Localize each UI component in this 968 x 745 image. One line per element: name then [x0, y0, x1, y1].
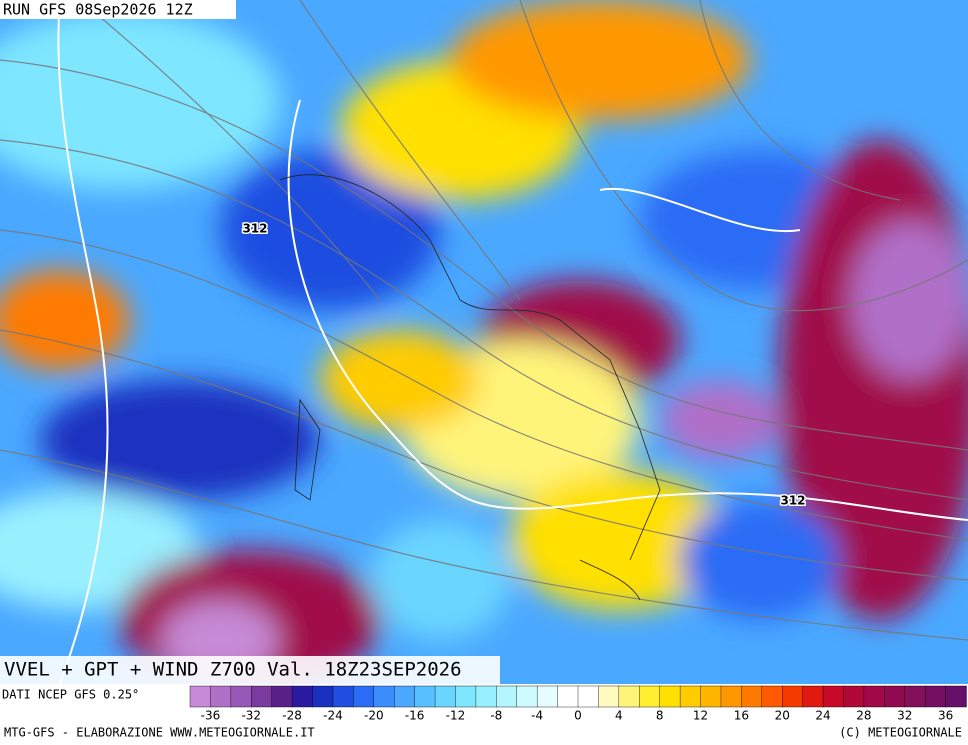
colorbar-swatch	[434, 685, 457, 708]
colorbar-swatch	[679, 685, 702, 708]
colorbar-swatch	[332, 685, 355, 708]
colorbar-swatch	[291, 685, 314, 708]
colorbar-label: -8	[490, 709, 502, 723]
colorbar-label: 32	[897, 709, 912, 723]
copyright-label: (C) METEOGIORNALE	[839, 726, 962, 740]
colorbar-label: -32	[241, 709, 261, 723]
contour-label: 312	[780, 494, 805, 508]
colorbar-label: 4	[615, 709, 623, 723]
colorbar-swatch	[516, 685, 538, 708]
colorbar: -36 -32 -28 -24 -20 -16 -12 -8 -4 0 4 8 12 16 20 24 28 32…	[189, 685, 967, 723]
source-label: DATI NCEP GFS 0.25°	[2, 688, 139, 702]
colorbar-label: 36	[938, 709, 953, 723]
colorbar-swatch	[700, 685, 722, 708]
colorbar-label: 28	[856, 709, 871, 723]
colorbar-swatch	[639, 685, 661, 708]
colorbar-label: -28	[282, 709, 302, 723]
colorbar-swatch	[312, 685, 334, 708]
colorbar-label: 20	[775, 709, 790, 723]
colorbar-label: -4	[531, 709, 543, 723]
colorbar-swatch	[475, 685, 498, 708]
colorbar-label: 16	[734, 709, 749, 723]
colorbar-swatch	[414, 685, 436, 708]
colorbar-swatch	[230, 685, 252, 708]
colorbar-label: 24	[815, 709, 830, 723]
colorbar-swatch	[659, 685, 681, 708]
colorbar-label: 12	[693, 709, 708, 723]
colorbar-swatch	[373, 685, 395, 708]
colorbar-label: -20	[364, 709, 384, 723]
colorbar-label: -16	[405, 709, 425, 723]
coastlines	[279, 174, 661, 601]
colorbar-swatch	[496, 685, 518, 708]
colorbar-swatch	[536, 685, 559, 708]
colorbar-swatch	[884, 685, 906, 708]
colorbar-swatch	[782, 685, 804, 708]
colorbar-swatch	[802, 685, 824, 708]
map-field: 312 312	[0, 0, 968, 684]
colorbar-swatch	[189, 685, 212, 708]
colorbar-swatch	[618, 685, 640, 708]
colorbar-swatch	[945, 685, 967, 708]
colorbar-label: -24	[323, 709, 343, 723]
colorbar-swatch	[843, 685, 865, 708]
colorbar-swatch	[557, 685, 579, 708]
colorbar-label: 8	[656, 709, 664, 723]
colorbar-swatch	[924, 685, 947, 708]
colorbar-swatch	[904, 685, 926, 708]
colorbar-swatch	[271, 685, 293, 708]
colorbar-label: 0	[574, 709, 582, 723]
contour-label: 312	[242, 222, 267, 236]
product-box	[0, 656, 500, 684]
colorbar-swatch	[210, 685, 232, 708]
geopotential-contours	[57, 0, 968, 684]
colorbar-swatch	[598, 685, 620, 708]
colorbar-swatch	[741, 685, 763, 708]
streamlines	[0, 0, 968, 641]
header-box	[0, 0, 236, 19]
colorbar-swatch	[863, 685, 886, 708]
colorbar-swatch	[761, 685, 783, 708]
colorbar-swatch	[455, 685, 477, 708]
colorbar-swatch	[577, 685, 600, 708]
colorbar-swatch	[822, 685, 845, 708]
run-label: RUN GFS 08Sep2026 12Z	[3, 1, 193, 19]
credit-label: MTG-GFS - ELABORAZIONE WWW.METEOGIORNALE…	[4, 726, 315, 740]
product-label: VVEL + GPT + WIND Z700 Val. 18Z23SEP2026	[4, 659, 462, 681]
colorbar-label: -12	[446, 709, 466, 723]
colorbar-swatch	[720, 685, 743, 708]
colorbar-swatch	[353, 685, 375, 708]
colorbar-label: -36	[201, 709, 221, 723]
colorbar-swatch	[394, 685, 416, 708]
colorbar-swatch	[251, 685, 273, 708]
